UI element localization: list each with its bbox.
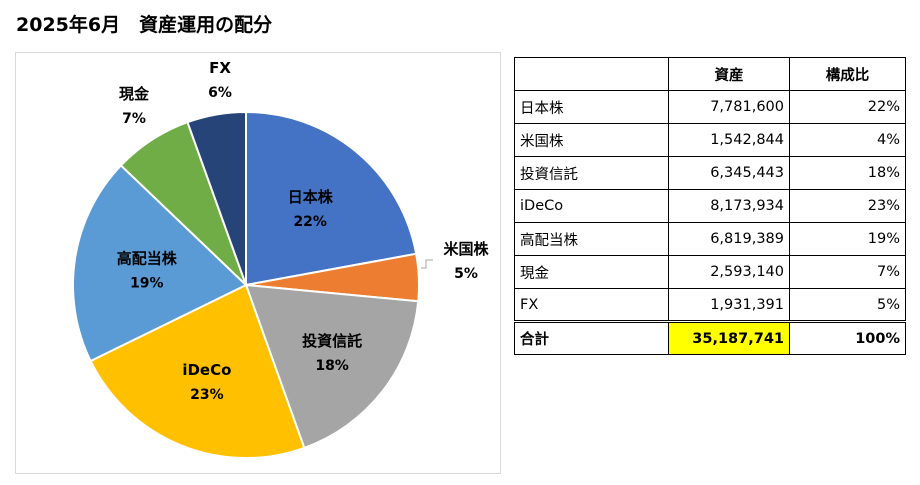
allocation-table: 資産 構成比 日本株 7,781,600 22% 米国株 1,542,844 4… [514, 57, 906, 355]
total-label: 合計 [514, 320, 669, 355]
slice-percent-high-dividend: 19% [130, 276, 164, 292]
slice-percent-ideco: 23% [190, 387, 224, 403]
pie-slice-japan-stock [245, 110, 418, 287]
row-ratio: 7% [789, 255, 906, 289]
slice-label-us-stock: 米国株 [443, 240, 489, 258]
row-ratio: 19% [789, 222, 906, 256]
slice-percent-mutual-fund: 18% [315, 358, 349, 374]
table-header-row: 資産 構成比 [514, 57, 906, 91]
row-asset: 8,173,934 [668, 189, 790, 223]
table-header-ratio: 構成比 [789, 57, 906, 91]
row-category: 投資信託 [514, 156, 669, 190]
slice-percent-cash: 7% [122, 111, 146, 127]
table-row: 米国株 1,542,844 4% [514, 123, 906, 157]
table-row: 高配当株 6,819,389 19% [514, 222, 906, 256]
total-asset: 35,187,741 [668, 320, 790, 355]
total-ratio: 100% [789, 320, 906, 355]
row-asset: 6,345,443 [668, 156, 790, 190]
pie-chart-area: 日本株 22% 米国株 5% 投資信託 18% iDeCo 23% 高配当株 19% 現金 7% FX 6… [15, 52, 501, 474]
row-category: iDeCo [514, 189, 669, 223]
slice-percent-fx: 6% [208, 85, 232, 101]
table-row: iDeCo 8,173,934 23% [514, 189, 906, 223]
row-category: 米国株 [514, 123, 669, 157]
row-ratio: 18% [789, 156, 906, 190]
slice-percent-japan-stock: 22% [293, 214, 327, 230]
row-category: 現金 [514, 255, 669, 289]
slice-percent-us-stock: 5% [454, 266, 478, 282]
table-row: 投資信託 6,345,443 18% [514, 156, 906, 190]
row-asset: 7,781,600 [668, 90, 790, 124]
row-asset: 2,593,140 [668, 255, 790, 289]
slice-label-high-dividend: 高配当株 [117, 250, 178, 268]
pie-slice-mutual-fund [244, 283, 420, 450]
table-total-row: 合計 35,187,741 100% [514, 320, 906, 355]
pie-slice-ideco [89, 283, 306, 459]
pie-slice-fx [186, 110, 247, 286]
row-ratio: 5% [789, 288, 906, 322]
row-category: FX [514, 288, 669, 322]
leader-line-us-stock [421, 259, 433, 269]
table-row: FX 1,931,391 5% [514, 288, 906, 322]
slice-label-japan-stock: 日本株 [288, 188, 334, 206]
row-category: 高配当株 [514, 222, 669, 256]
slice-label-fx: FX [209, 59, 231, 77]
row-asset: 1,931,391 [668, 288, 790, 322]
page-title: 2025年6月 資産運用の配分 [16, 14, 273, 36]
slice-label-ideco: iDeCo [182, 361, 231, 379]
row-asset: 6,819,389 [668, 222, 790, 256]
row-asset: 1,542,844 [668, 123, 790, 157]
table-row: 日本株 7,781,600 22% [514, 90, 906, 124]
pie-slice-high-dividend [72, 164, 248, 363]
row-category: 日本株 [514, 90, 669, 124]
row-ratio: 23% [789, 189, 906, 223]
row-ratio: 22% [789, 90, 906, 124]
slice-label-cash: 現金 [119, 85, 150, 103]
pie-chart: 日本株 22% 米国株 5% 投資信託 18% iDeCo 23% 高配当株 19% 現金 7% FX 6… [72, 59, 489, 459]
table-row: 現金 2,593,140 7% [514, 255, 906, 289]
table-header-asset: 資産 [668, 57, 790, 91]
table-header-category [514, 57, 669, 91]
slice-label-mutual-fund: 投資信託 [302, 332, 362, 350]
row-ratio: 4% [789, 123, 906, 157]
